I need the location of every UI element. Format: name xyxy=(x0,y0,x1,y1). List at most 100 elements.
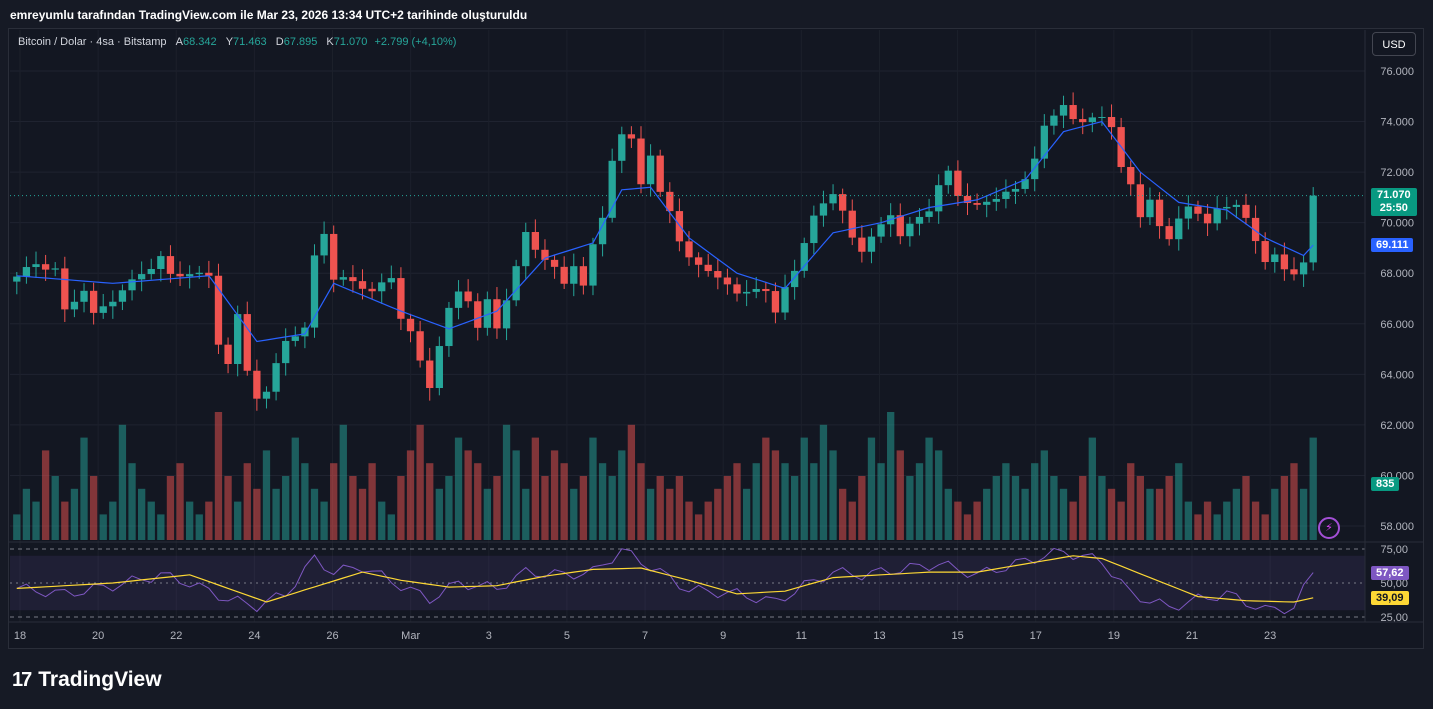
price-tick-label: 64.000 xyxy=(1380,369,1414,381)
candle-body xyxy=(771,291,780,313)
candle-body xyxy=(1136,184,1144,218)
volume-bar xyxy=(858,476,866,540)
tradingview-logo[interactable]: 17 TradingView xyxy=(12,668,162,692)
time-tick-label: 26 xyxy=(326,630,338,642)
volume-bar xyxy=(291,437,299,540)
volume-bar xyxy=(656,476,664,540)
volume-bar xyxy=(22,488,31,540)
candle-body xyxy=(867,236,876,252)
lightning-icon[interactable]: ⚡ xyxy=(1318,517,1340,539)
volume-bar xyxy=(310,488,319,540)
candle-body xyxy=(272,363,280,392)
candle-body xyxy=(464,291,472,302)
candle-body xyxy=(1031,158,1039,180)
volume-bar xyxy=(166,476,175,540)
time-tick-label: 17 xyxy=(1030,630,1042,642)
volume-bar xyxy=(829,450,837,540)
volume-bar xyxy=(608,476,616,540)
volume-bar xyxy=(99,514,107,540)
volume-bar xyxy=(1146,488,1154,540)
candle-body xyxy=(685,241,693,258)
volume-bar xyxy=(454,437,463,540)
volume-bar xyxy=(560,463,568,540)
volume-bar xyxy=(1050,476,1058,540)
volume-bar xyxy=(666,488,674,540)
volume-bar xyxy=(887,412,895,540)
candle-body xyxy=(195,272,203,275)
price-tick-label: 76.000 xyxy=(1380,66,1414,78)
candle-body xyxy=(963,195,972,204)
volume-bar xyxy=(1261,514,1269,540)
close-value: 71.070 xyxy=(333,36,368,48)
volume-bar xyxy=(32,501,40,540)
candle-body xyxy=(358,281,367,289)
price-tick-label: 70.000 xyxy=(1380,218,1414,230)
candle-body xyxy=(291,336,299,341)
rsi-tag: 57,62 xyxy=(1371,566,1409,580)
time-tick-label: 5 xyxy=(564,630,570,642)
candle-body xyxy=(1155,199,1164,227)
symbol-name[interactable]: Bitcoin / Dolar · 4sa · Bitstamp xyxy=(18,36,167,48)
volume-bar xyxy=(1098,476,1106,540)
volume-bar xyxy=(819,424,828,540)
candle-body xyxy=(253,370,261,399)
volume-bar xyxy=(646,488,655,540)
candle-body xyxy=(1098,117,1106,119)
volume-bar xyxy=(685,501,693,540)
candle-body xyxy=(186,274,194,277)
candle-body xyxy=(723,277,732,285)
candle-body xyxy=(1290,269,1298,275)
volume-bar xyxy=(70,488,79,540)
time-tick-label: Mar xyxy=(401,630,420,642)
candle-body xyxy=(1079,119,1087,123)
candle-body xyxy=(1203,213,1212,224)
candle-body xyxy=(618,134,626,161)
volume-bar xyxy=(1194,514,1202,540)
volume-bar xyxy=(13,514,21,540)
candle-body xyxy=(1175,218,1183,240)
volume-bar xyxy=(1232,488,1241,540)
candle-body xyxy=(406,318,415,332)
candle-body xyxy=(675,211,684,242)
volume-bar xyxy=(963,514,972,540)
volume-bar xyxy=(41,450,50,540)
candle-body xyxy=(1261,241,1269,263)
candle-body xyxy=(1011,188,1020,192)
candle-body xyxy=(646,155,655,185)
candle-body xyxy=(1040,125,1048,159)
candle-body xyxy=(214,275,223,345)
candle-body xyxy=(137,274,146,280)
candle-body xyxy=(733,284,741,294)
candle-body xyxy=(742,291,751,294)
time-tick-label: 24 xyxy=(248,630,260,642)
volume-bar xyxy=(541,476,549,540)
currency-button[interactable]: USD xyxy=(1372,32,1416,56)
candle-body xyxy=(224,344,232,364)
candle-body xyxy=(474,301,482,328)
volume-bar xyxy=(426,463,434,540)
time-tick-label: 21 xyxy=(1186,630,1198,642)
volume-bar xyxy=(1271,488,1279,540)
volume-bar xyxy=(512,450,520,540)
volume-bar xyxy=(1040,450,1048,540)
candle-body xyxy=(118,290,127,302)
candle-body xyxy=(445,307,453,347)
last-price-tag: 71.070 25:50 xyxy=(1371,188,1417,216)
volume-bar xyxy=(253,488,261,540)
volume-bar xyxy=(637,463,645,540)
volume-bar xyxy=(1107,488,1116,540)
open-value: 68.342 xyxy=(182,36,217,48)
candle-body xyxy=(1050,115,1058,126)
candle-body xyxy=(541,249,549,260)
volume-bar xyxy=(704,501,712,540)
volume-bar xyxy=(723,476,732,540)
volume-bar xyxy=(762,437,770,540)
candle-body xyxy=(925,211,933,217)
candle-body xyxy=(1242,204,1250,218)
candle-body xyxy=(1251,217,1260,242)
volume-bar xyxy=(1290,463,1298,540)
candle-body xyxy=(157,256,165,270)
close-label: K xyxy=(326,36,334,48)
price-tick-label: 74.000 xyxy=(1380,117,1414,129)
